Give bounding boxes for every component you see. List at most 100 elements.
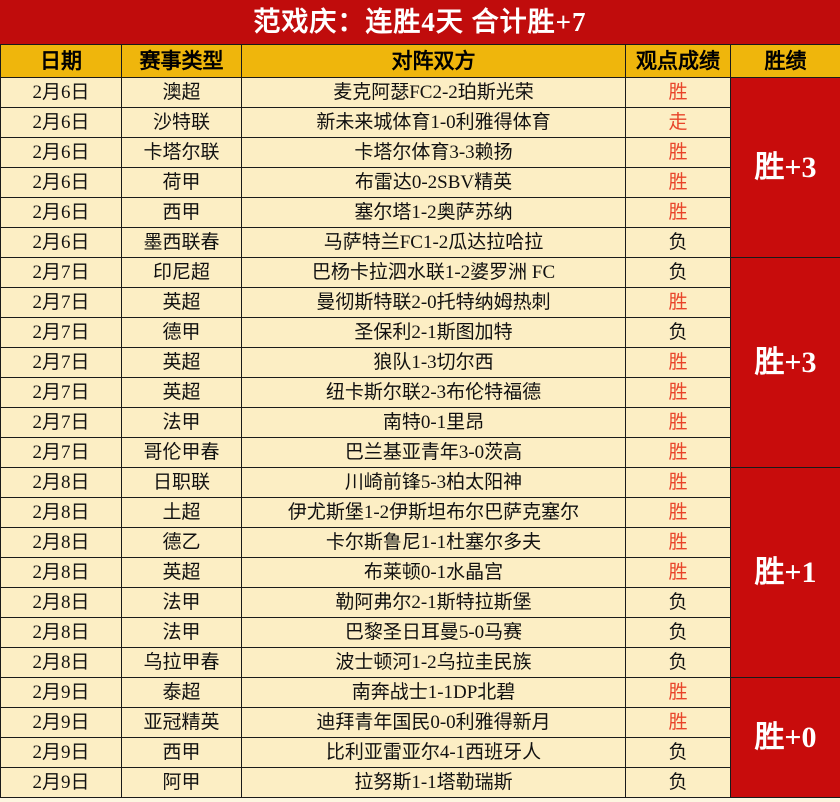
cell-league: 西甲 — [121, 737, 242, 768]
table-row: 2月7日 法甲 南特0-1里昂胜 — [0, 407, 840, 438]
table-body: 2月6日 澳超 麦克阿瑟FC2-2珀斯光荣胜胜+3 2月6日 沙特联 新未来城体育1-0利… — [0, 77, 840, 798]
table-row: 2月8日 土超 伊尤斯堡1-2伊斯坦布尔巴萨克塞尔胜 — [0, 497, 840, 528]
cell-league: 法甲 — [121, 617, 242, 648]
cell-league: 卡塔尔联 — [121, 137, 242, 168]
cell-league: 阿甲 — [121, 767, 242, 798]
cell-match: 巴兰基亚青年3-0茨高 — [241, 437, 626, 468]
page-title: 范戏庆：连胜4天 合计胜+7 — [0, 0, 840, 44]
cell-streak-total: 胜+3 — [730, 77, 840, 258]
cell-match: 拉努斯1-1塔勒瑞斯 — [241, 767, 626, 798]
cell-match: 纽卡斯尔联2-3布伦特福德 — [241, 377, 626, 408]
cell-league: 英超 — [121, 287, 242, 318]
cell-streak-total: 胜+1 — [730, 467, 840, 678]
column-header-streak: 胜绩 — [730, 44, 840, 78]
cell-league: 荷甲 — [121, 167, 242, 198]
cell-date: 2月9日 — [0, 767, 122, 798]
table-row: 2月9日 西甲 比利亚雷亚尔4-1西班牙人负 — [0, 737, 840, 768]
cell-match: 巴杨卡拉泗水联1-2婆罗洲 FC — [241, 257, 626, 288]
cell-result: 负 — [625, 647, 731, 678]
cell-match: 塞尔塔1-2奥萨苏纳 — [241, 197, 626, 228]
cell-match: 布雷达0-2SBV精英 — [241, 167, 626, 198]
cell-result: 负 — [625, 587, 731, 618]
table-row: 2月7日 印尼超 巴杨卡拉泗水联1-2婆罗洲 FC 负胜+3 — [0, 257, 840, 468]
cell-match: 马萨特兰FC1-2瓜达拉哈拉 — [241, 227, 626, 258]
table-row: 2月8日 法甲 勒阿弗尔2-1斯特拉斯堡负 — [0, 587, 840, 618]
cell-league: 土超 — [121, 497, 242, 528]
table-header: 日期 赛事类型 对阵双方 观点成绩 胜绩 — [0, 44, 840, 78]
cell-match: 曼彻斯特联2-0托特纳姆热刺 — [241, 287, 626, 318]
table-row: 2月7日 英超 纽卡斯尔联2-3布伦特福德胜 — [0, 377, 840, 408]
cell-result: 负 — [625, 767, 731, 798]
cell-match: 麦克阿瑟FC2-2珀斯光荣 — [241, 77, 626, 108]
table-row: 2月7日 英超 狼队1-3切尔西胜 — [0, 347, 840, 378]
column-header-date: 日期 — [0, 44, 122, 78]
table-row: 2月6日 西甲 塞尔塔1-2奥萨苏纳胜 — [0, 197, 840, 228]
cell-date: 2月7日 — [0, 257, 122, 288]
cell-league: 亚冠精英 — [121, 707, 242, 738]
cell-streak-total: 胜+0 — [730, 677, 840, 798]
cell-league: 墨西联春 — [121, 227, 242, 258]
cell-date: 2月6日 — [0, 137, 122, 168]
cell-streak-total: 胜+3 — [730, 257, 840, 468]
cell-match: 川崎前锋5-3柏太阳神 — [241, 467, 626, 498]
table-row: 2月9日 亚冠精英 迪拜青年国民0-0利雅得新月胜 — [0, 707, 840, 738]
cell-date: 2月7日 — [0, 347, 122, 378]
cell-league: 哥伦甲春 — [121, 437, 242, 468]
table-row: 2月7日 哥伦甲春 巴兰基亚青年3-0茨高胜 — [0, 437, 840, 468]
cell-match: 勒阿弗尔2-1斯特拉斯堡 — [241, 587, 626, 618]
cell-result: 胜 — [625, 557, 731, 588]
match-results-table: 日期 赛事类型 对阵双方 观点成绩 胜绩 2月6日 澳超 麦克阿瑟FC2-2珀斯光荣… — [0, 44, 840, 798]
cell-league: 德甲 — [121, 317, 242, 348]
table-row: 2月9日 阿甲 拉努斯1-1塔勒瑞斯负 — [0, 767, 840, 798]
cell-date: 2月6日 — [0, 107, 122, 138]
cell-result: 胜 — [625, 407, 731, 438]
cell-league: 乌拉甲春 — [121, 647, 242, 678]
cell-result: 胜 — [625, 77, 731, 108]
cell-result: 负 — [625, 317, 731, 348]
cell-match: 南特0-1里昂 — [241, 407, 626, 438]
cell-match: 南奔战士1-1DP北碧 — [241, 677, 626, 708]
cell-date: 2月7日 — [0, 407, 122, 438]
cell-result: 胜 — [625, 377, 731, 408]
cell-date: 2月6日 — [0, 197, 122, 228]
cell-result: 胜 — [625, 287, 731, 318]
cell-match: 狼队1-3切尔西 — [241, 347, 626, 378]
cell-date: 2月8日 — [0, 467, 122, 498]
cell-result: 负 — [625, 737, 731, 768]
table-row: 2月6日 澳超 麦克阿瑟FC2-2珀斯光荣胜胜+3 — [0, 77, 840, 258]
cell-result: 负 — [625, 617, 731, 648]
cell-date: 2月7日 — [0, 287, 122, 318]
table-row: 2月6日 荷甲 布雷达0-2SBV精英胜 — [0, 167, 840, 198]
cell-result: 胜 — [625, 137, 731, 168]
cell-result: 负 — [625, 257, 731, 288]
cell-result: 负 — [625, 227, 731, 258]
table-row: 2月8日 英超 布莱顿0-1水晶宫胜 — [0, 557, 840, 588]
cell-result: 胜 — [625, 707, 731, 738]
cell-result: 胜 — [625, 167, 731, 198]
cell-result: 胜 — [625, 437, 731, 468]
cell-date: 2月6日 — [0, 167, 122, 198]
cell-date: 2月6日 — [0, 227, 122, 258]
column-header-match: 对阵双方 — [241, 44, 626, 78]
table-row: 2月6日 墨西联春 马萨特兰FC1-2瓜达拉哈拉负 — [0, 227, 840, 258]
cell-date: 2月9日 — [0, 677, 122, 708]
cell-match: 圣保利2-1斯图加特 — [241, 317, 626, 348]
cell-date: 2月8日 — [0, 557, 122, 588]
cell-match: 布莱顿0-1水晶宫 — [241, 557, 626, 588]
cell-date: 2月8日 — [0, 617, 122, 648]
cell-result: 胜 — [625, 677, 731, 708]
cell-date: 2月8日 — [0, 497, 122, 528]
cell-league: 印尼超 — [121, 257, 242, 288]
cell-match: 伊尤斯堡1-2伊斯坦布尔巴萨克塞尔 — [241, 497, 626, 528]
cell-result: 胜 — [625, 197, 731, 228]
table-row: 2月9日 泰超 南奔战士1-1DP北碧胜胜+0 — [0, 677, 840, 798]
cell-date: 2月8日 — [0, 587, 122, 618]
cell-date: 2月9日 — [0, 707, 122, 738]
cell-date: 2月7日 — [0, 437, 122, 468]
cell-result: 胜 — [625, 347, 731, 378]
cell-result: 胜 — [625, 497, 731, 528]
cell-league: 西甲 — [121, 197, 242, 228]
cell-league: 德乙 — [121, 527, 242, 558]
table-row: 2月8日 日职联 川崎前锋5-3柏太阳神胜胜+1 — [0, 467, 840, 678]
